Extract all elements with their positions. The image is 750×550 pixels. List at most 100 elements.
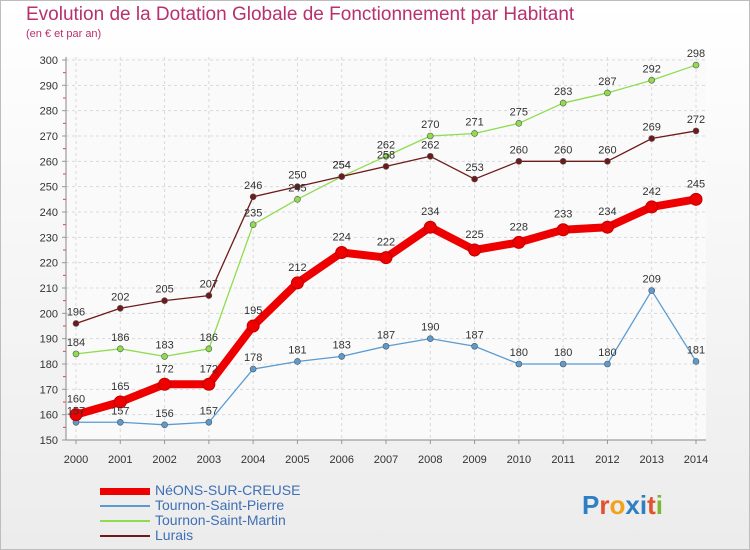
data-label-tournon-saint-martin: 186 xyxy=(111,332,129,344)
x-tick-label: 2011 xyxy=(551,454,575,466)
logo-letter: r xyxy=(599,490,610,520)
data-point-n-ons-sur-creuse xyxy=(645,200,659,214)
data-point-tournon-saint-pierre xyxy=(161,421,168,429)
y-tick-label: 190 xyxy=(40,334,58,346)
data-point-lurais xyxy=(294,183,301,190)
data-point-tournon-saint-martin xyxy=(72,350,80,358)
data-label-tournon-saint-pierre: 156 xyxy=(155,408,173,420)
data-point-tournon-saint-martin xyxy=(471,130,478,137)
data-label-tournon-saint-martin: 186 xyxy=(200,332,218,344)
data-label-lurais: 258 xyxy=(377,149,395,161)
data-point-n-ons-sur-creuse xyxy=(423,220,437,234)
chart-subtitle: (en € et par an) xyxy=(26,28,102,40)
data-label-tournon-saint-pierre: 180 xyxy=(510,347,528,359)
data-label-n-ons-sur-creuse: 233 xyxy=(554,209,572,221)
x-tick-label: 2002 xyxy=(152,454,176,466)
data-label-n-ons-sur-creuse: 234 xyxy=(598,206,616,218)
data-point-lurais xyxy=(249,193,257,201)
data-label-tournon-saint-martin: 292 xyxy=(643,63,661,75)
y-tick-label: 210 xyxy=(40,283,58,295)
data-label-n-ons-sur-creuse: 245 xyxy=(687,178,705,190)
data-point-lurais xyxy=(648,135,656,142)
series-lines xyxy=(69,61,703,429)
y-tick-label: 290 xyxy=(40,80,58,92)
x-tick-label: 2004 xyxy=(241,454,265,466)
data-point-tournon-saint-martin xyxy=(161,353,168,360)
legend-swatch-tournon-saint-martin xyxy=(100,520,150,522)
y-tick-label: 160 xyxy=(40,410,58,422)
proxiti-logo: Proxiti xyxy=(582,490,663,521)
y-tick-label: 270 xyxy=(40,131,58,143)
data-label-n-ons-sur-creuse: 222 xyxy=(377,237,395,249)
data-label-lurais: 260 xyxy=(554,144,572,156)
data-label-lurais: 262 xyxy=(421,139,439,151)
logo-letter: o xyxy=(609,490,626,520)
data-label-tournon-saint-martin: 275 xyxy=(510,106,528,118)
data-point-tournon-saint-pierre xyxy=(338,353,346,360)
data-label-n-ons-sur-creuse: 225 xyxy=(465,229,483,241)
y-tick-label: 180 xyxy=(40,359,58,371)
chart-title: Evolution de la Dotation Globale de Fonc… xyxy=(26,4,575,25)
x-tick-label: 2003 xyxy=(197,454,221,466)
data-point-lurais xyxy=(515,158,523,165)
data-label-lurais: 207 xyxy=(200,279,218,291)
data-label-lurais: 260 xyxy=(510,144,528,156)
legend-label-lurais: Lurais xyxy=(155,527,194,543)
data-label-lurais: 202 xyxy=(111,291,129,303)
data-label-tournon-saint-pierre: 157 xyxy=(67,405,85,417)
gridlines xyxy=(66,57,706,441)
data-point-n-ons-sur-creuse xyxy=(335,246,349,260)
y-tick-label: 170 xyxy=(40,384,58,396)
x-tick-label: 2009 xyxy=(462,454,486,466)
data-label-tournon-saint-pierre: 209 xyxy=(643,274,661,286)
x-tick-label: 2006 xyxy=(329,454,353,466)
data-label-tournon-saint-pierre: 157 xyxy=(111,405,129,417)
data-point-lurais xyxy=(161,297,168,304)
data-label-tournon-saint-martin: 184 xyxy=(67,337,85,349)
data-point-tournon-saint-pierre xyxy=(205,418,213,426)
legend-label-tournon-saint-martin: Tournon-Saint-Martin xyxy=(155,512,286,528)
data-label-tournon-saint-pierre: 180 xyxy=(554,347,572,359)
data-label-lurais: 246 xyxy=(244,180,262,192)
legend-label-neons: NéONS-SUR-CREUSE xyxy=(155,482,301,498)
logo-letter: i xyxy=(639,490,648,520)
data-label-tournon-saint-pierre: 183 xyxy=(333,339,351,351)
data-labels: 157 157 156 157 178 181 183 187 190 187 180 180 180 2… xyxy=(67,48,705,420)
data-label-tournon-saint-pierre: 181 xyxy=(687,344,705,356)
data-label-tournon-saint-martin: 183 xyxy=(155,339,173,351)
data-point-tournon-saint-pierre xyxy=(559,360,567,368)
data-point-tournon-saint-martin xyxy=(116,345,124,353)
data-point-tournon-saint-martin xyxy=(294,196,301,203)
data-label-n-ons-sur-creuse: 224 xyxy=(333,232,351,244)
data-point-tournon-saint-pierre xyxy=(249,365,257,373)
data-point-n-ons-sur-creuse xyxy=(202,377,216,391)
data-label-tournon-saint-martin: 271 xyxy=(465,116,483,128)
data-point-tournon-saint-pierre xyxy=(515,360,523,368)
data-label-lurais: 269 xyxy=(643,122,661,134)
data-label-n-ons-sur-creuse: 234 xyxy=(421,206,439,218)
data-point-lurais xyxy=(72,320,80,327)
data-label-tournon-saint-pierre: 187 xyxy=(377,329,395,341)
data-point-n-ons-sur-creuse xyxy=(113,395,127,409)
data-point-tournon-saint-martin xyxy=(382,152,390,160)
data-point-n-ons-sur-creuse xyxy=(468,243,482,257)
data-point-tournon-saint-martin xyxy=(205,345,213,353)
x-tick-label: 2010 xyxy=(507,454,531,466)
x-tick-label: 2000 xyxy=(64,454,88,466)
y-tick-label: 240 xyxy=(40,207,58,219)
data-point-n-ons-sur-creuse xyxy=(158,377,172,391)
data-label-tournon-saint-martin: 287 xyxy=(598,76,616,88)
data-label-lurais: 260 xyxy=(598,144,616,156)
data-point-tournon-saint-martin xyxy=(604,89,611,97)
data-label-tournon-saint-martin: 270 xyxy=(421,119,439,131)
data-point-lurais xyxy=(471,175,478,183)
data-label-n-ons-sur-creuse: 242 xyxy=(643,186,661,198)
data-point-n-ons-sur-creuse xyxy=(600,220,614,234)
data-point-lurais xyxy=(205,292,213,299)
data-point-tournon-saint-pierre xyxy=(294,358,301,365)
data-label-tournon-saint-martin: 262 xyxy=(377,139,395,151)
data-point-tournon-saint-pierre xyxy=(382,342,390,350)
y-tick-label: 300 xyxy=(40,55,58,67)
data-point-n-ons-sur-creuse xyxy=(556,223,570,237)
data-label-tournon-saint-pierre: 181 xyxy=(288,344,306,356)
